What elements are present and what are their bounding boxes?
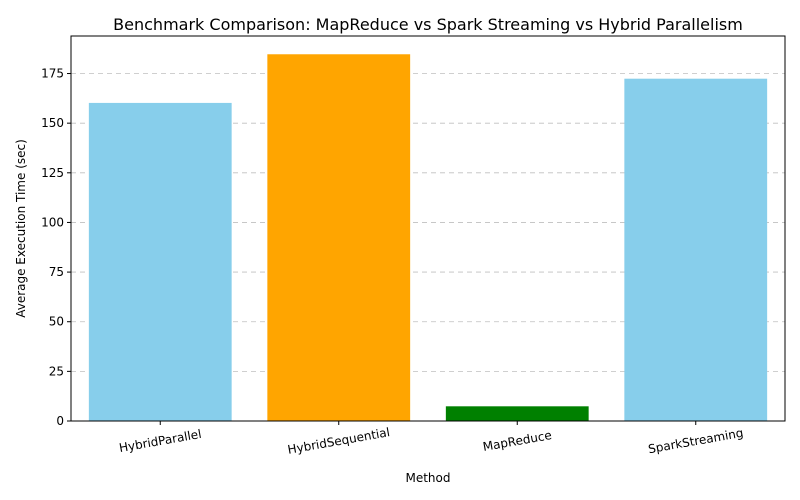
bar-mapreduce — [445, 406, 589, 421]
y-tick-label: 25 — [49, 364, 64, 378]
y-tick-label: 175 — [41, 67, 64, 81]
chart-title: Benchmark Comparison: MapReduce vs Spark… — [113, 15, 743, 34]
plot-frame — [70, 35, 786, 422]
x-tick-label: SparkStreaming — [647, 426, 744, 457]
y-tick-label: 100 — [41, 215, 64, 229]
y-tick-label: 125 — [41, 166, 64, 180]
x-tick-label: HybridParallel — [118, 427, 203, 455]
y-tick-label: 150 — [41, 116, 64, 130]
y-axis: 0 25 50 75 100 125 150 175 — [41, 67, 71, 428]
bar-hybridsequential — [267, 54, 411, 421]
bar-hybridparallel — [88, 102, 232, 421]
bar-sparkstreaming — [624, 78, 768, 422]
x-tick-label: MapReduce — [482, 428, 553, 454]
bars — [88, 54, 768, 422]
x-tick-label: HybridSequential — [287, 425, 391, 457]
y-tick-label: 0 — [56, 414, 64, 428]
y-axis-label: Average Execution Time (sec) — [14, 139, 28, 318]
x-axis: HybridParallel HybridSequential MapReduce S… — [118, 421, 744, 457]
y-tick-label: 75 — [49, 265, 64, 279]
x-axis-label: Method — [405, 471, 450, 485]
y-tick-label: 50 — [49, 315, 64, 329]
